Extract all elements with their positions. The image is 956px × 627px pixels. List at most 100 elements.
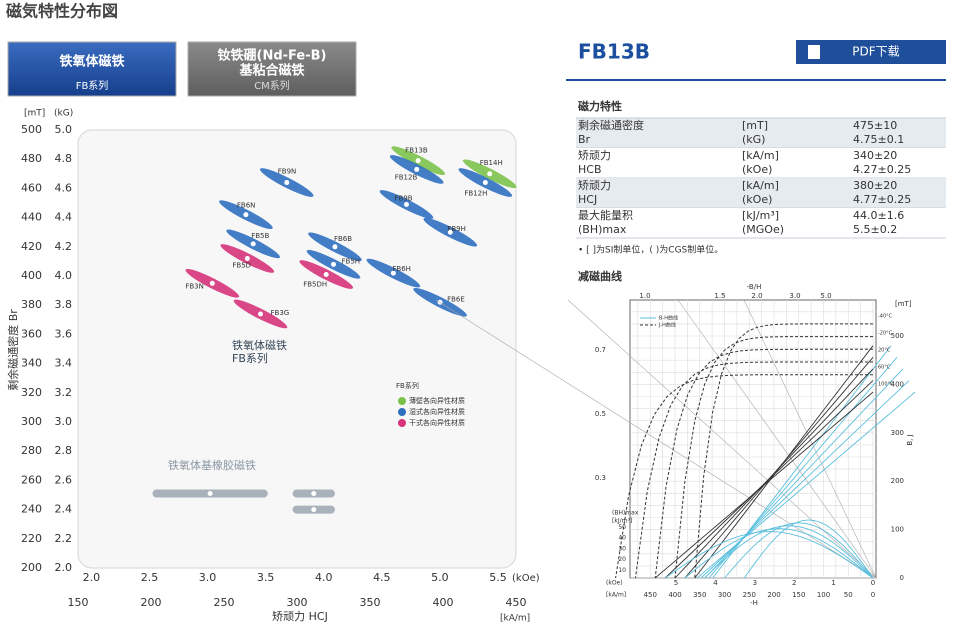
koe-tick: 5 xyxy=(674,579,678,587)
y-unit-si: [mT] xyxy=(24,109,45,119)
tab-subtitle[interactable]: FB系列 xyxy=(76,79,109,92)
bh-curve xyxy=(654,391,874,579)
grade-dot xyxy=(331,261,336,267)
y-cgs-tick-label: 4.4 xyxy=(55,211,73,224)
pdf-icon xyxy=(808,45,820,59)
x-axis-label: 矫顽力 HCJ xyxy=(272,610,328,623)
temperature-label: -20°C xyxy=(878,331,893,337)
x-unit-cgs: (kOe) xyxy=(512,573,540,584)
load-line xyxy=(435,299,877,579)
tab-title[interactable]: 铁氧体磁铁 xyxy=(58,54,124,70)
bh-tick: 20 xyxy=(618,556,626,563)
grade-label: FB3N xyxy=(185,282,204,290)
kam-tick: 0 xyxy=(871,591,875,599)
jh-curve xyxy=(654,348,873,579)
y-cgs-tick-label: 2.6 xyxy=(55,473,73,486)
table-cell: [kA/m] xyxy=(742,149,779,162)
y-cgs-tick-label: 4.6 xyxy=(55,181,73,194)
bh-product-curve xyxy=(743,519,874,579)
y-tick-label: 440 xyxy=(21,211,42,224)
jh-curve xyxy=(674,336,873,579)
x-cgs-tick-label: 3.0 xyxy=(199,571,217,584)
y-cgs-tick-label: 3.8 xyxy=(55,298,73,311)
curve-top-tick: 1.0 xyxy=(639,292,650,300)
x-tick-label: 250 xyxy=(214,596,235,609)
y-tick-label: 480 xyxy=(21,152,42,165)
legend-swatch xyxy=(398,408,406,416)
table-cell: 475±10 xyxy=(853,119,897,132)
legend-label: 湿式各向异性材质 xyxy=(409,407,465,416)
right-tick: 400 xyxy=(891,380,904,388)
legend-label: 干式各向异性材质 xyxy=(409,418,465,427)
tab-title[interactable]: 基粘合磁铁 xyxy=(238,63,304,79)
right-label: B, J xyxy=(906,434,914,445)
table-cell: (BH)max xyxy=(578,223,627,236)
grade-label: FB9H xyxy=(447,225,466,233)
kam-tick: 350 xyxy=(693,591,706,599)
grade-label: FB12H xyxy=(464,190,487,198)
y-tick-label: 240 xyxy=(21,503,42,516)
pdf-button[interactable] xyxy=(796,40,946,64)
grade-dot xyxy=(390,270,396,276)
table-cell: (kOe) xyxy=(742,193,772,206)
right-unit: [mT] xyxy=(895,300,912,308)
rubber-dot xyxy=(311,491,317,497)
right-tick: 500 xyxy=(891,332,904,340)
tab-title[interactable]: 钕铁硼(Nd-Fe-B) xyxy=(218,48,327,64)
rubber-label: 铁氧体基橡胶磁铁 xyxy=(168,458,256,472)
x-cgs-tick-label: 2.0 xyxy=(83,571,101,584)
load-line xyxy=(743,299,877,579)
koe-tick: 0 xyxy=(871,579,875,587)
table-cell: 340±20 xyxy=(853,149,897,162)
bh-label: (BH)max xyxy=(612,510,639,517)
y-unit-cgs: (kG) xyxy=(54,109,73,119)
y-tick-label: 380 xyxy=(21,298,42,311)
x-cgs-tick-label: 3.5 xyxy=(257,571,275,584)
tab[interactable] xyxy=(7,41,177,97)
kam-tick: 50 xyxy=(844,591,853,599)
koe-tick: 4 xyxy=(713,579,718,587)
table-cell: 剩余磁通密度 xyxy=(578,118,644,132)
table-cell: (MGOe) xyxy=(742,223,784,236)
table-row xyxy=(576,148,946,178)
grade-label: FB6E xyxy=(447,295,465,303)
rubber-dot xyxy=(207,491,213,497)
temperature-label: 20°C xyxy=(878,348,891,354)
grade-dot xyxy=(258,311,263,317)
grade-dot xyxy=(332,244,338,250)
table-cell: 4.77±0.25 xyxy=(853,193,911,206)
y-cgs-tick-label: 3.2 xyxy=(55,386,73,399)
curve-top-tick: 1.5 xyxy=(714,292,725,300)
table-cell: 矫顽力 xyxy=(578,149,611,162)
rubber-dot xyxy=(311,507,317,513)
grade-dot xyxy=(209,280,215,286)
x-cgs-tick-label: 2.5 xyxy=(141,571,159,584)
table-cell: (kG) xyxy=(742,133,765,146)
bh-product-curve xyxy=(684,528,874,579)
tab-subtitle[interactable]: CM系列 xyxy=(254,79,290,92)
curve-left-tick: 0.3 xyxy=(595,474,606,482)
koe-tick: 3 xyxy=(753,579,757,587)
curve-top-tick: 2.0 xyxy=(751,292,762,300)
grade-dot xyxy=(250,241,256,247)
bh-label: [kJ/m³] xyxy=(612,518,632,525)
grade-dot xyxy=(414,166,420,172)
grade-dot xyxy=(244,255,250,261)
y-tick-label: 400 xyxy=(21,269,42,282)
grade-label: FB3G xyxy=(271,309,290,317)
x-tick-label: 150 xyxy=(68,596,89,609)
table-cell: 4.75±0.1 xyxy=(853,133,904,146)
koe-tick: 1 xyxy=(831,579,835,587)
grade-label: FB12B xyxy=(395,173,418,181)
x-cgs-tick-label: 5.0 xyxy=(431,571,449,584)
grade-label: FB5H xyxy=(342,257,361,265)
legend-label: 薄壁各向异性材质 xyxy=(409,396,465,405)
bh-tick: 40 xyxy=(618,535,626,542)
x-tick-label: 200 xyxy=(141,596,162,609)
tab[interactable] xyxy=(187,41,357,97)
product-name: FB13B xyxy=(578,40,650,64)
right-tick: 200 xyxy=(891,477,904,485)
grade-label: FB13B xyxy=(405,147,428,155)
jh-curve xyxy=(634,361,873,579)
pdf-button-label[interactable]: PDF下载 xyxy=(852,45,899,59)
